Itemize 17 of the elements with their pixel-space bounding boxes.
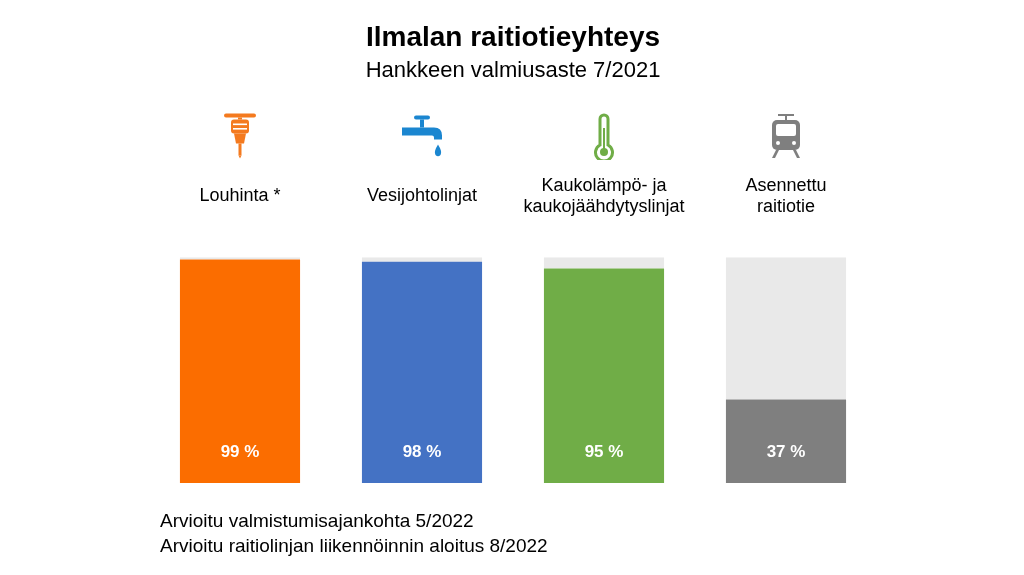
data-label: 99 % bbox=[220, 441, 260, 461]
x-tick-label: Kaukolämpö- ja kaukojäähdytyslinjat bbox=[523, 174, 685, 217]
x-tick-label: Louhinta * bbox=[199, 185, 281, 206]
bar bbox=[725, 399, 847, 483]
text: Arvioitu valmistumisajankohta 5/2022 bbox=[160, 510, 474, 532]
data-label: 37 % bbox=[766, 441, 806, 461]
data-label: 95 % bbox=[584, 441, 624, 461]
bar bbox=[725, 257, 847, 400]
x-tick-label: Vesijohtolinjat bbox=[366, 185, 478, 206]
chart-title: Ilmalan raitiotieyhteys bbox=[365, 20, 661, 52]
chart-subtitle: Hankkeen valmiusaste 7/2021 bbox=[365, 56, 661, 82]
bar bbox=[179, 259, 301, 483]
x-tick-label: Asennettu raitiotie bbox=[745, 174, 827, 217]
bar bbox=[543, 268, 665, 483]
text: Arvioitu raitiolinjan liikennöinnin aloitus 8/2022 bbox=[160, 535, 548, 557]
data-label: 98 % bbox=[402, 441, 442, 461]
bar bbox=[361, 261, 483, 483]
